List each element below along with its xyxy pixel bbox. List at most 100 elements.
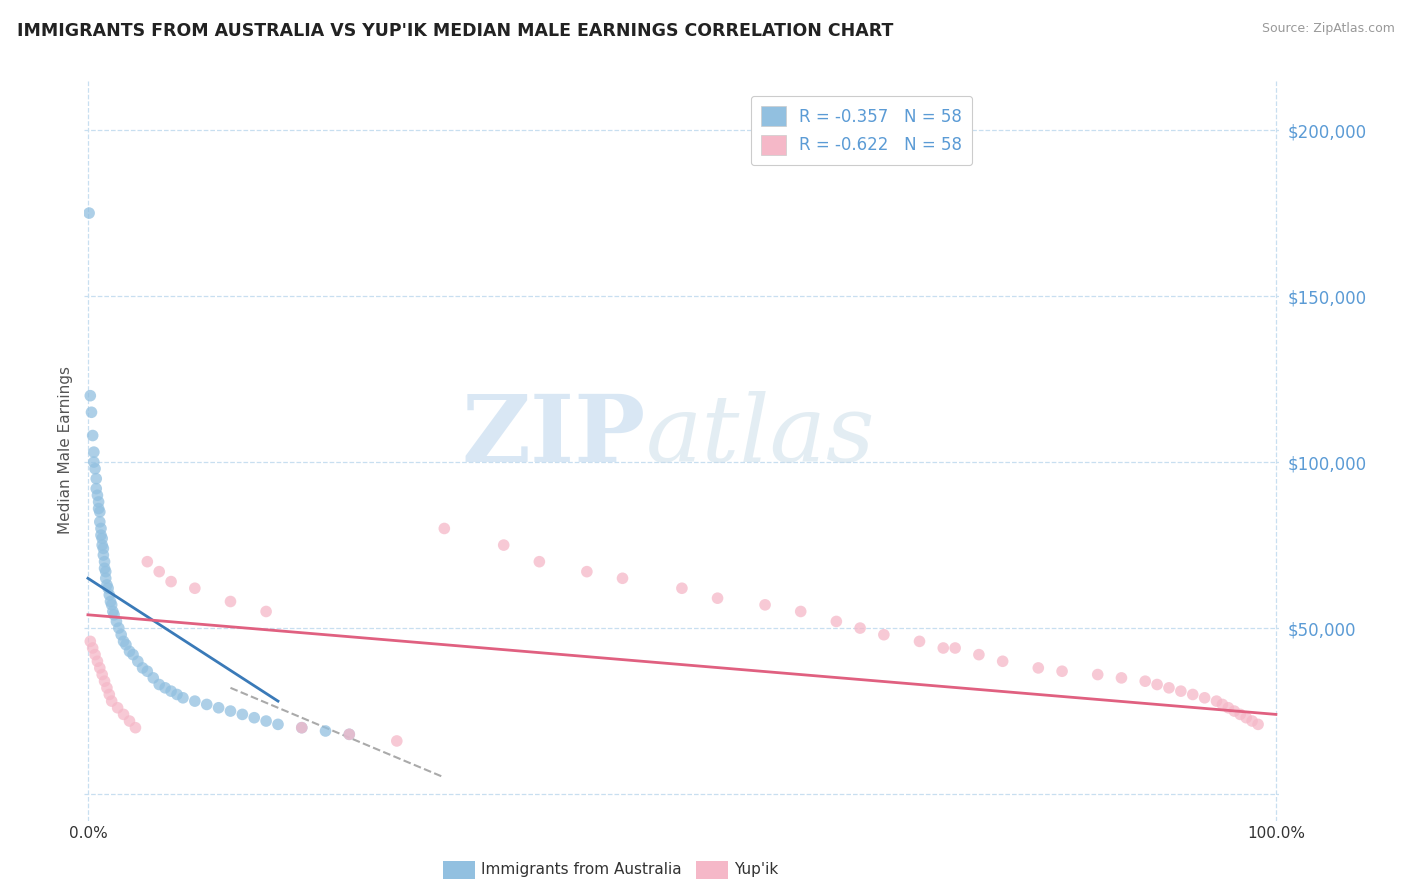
Point bbox=[86, 488, 108, 502]
Point bbox=[107, 700, 129, 714]
Point bbox=[83, 455, 105, 469]
Point bbox=[87, 501, 110, 516]
Point bbox=[93, 561, 115, 575]
Point bbox=[112, 634, 135, 648]
Point bbox=[148, 677, 170, 691]
Point bbox=[80, 405, 103, 419]
Point bbox=[1050, 665, 1073, 679]
Point bbox=[166, 688, 188, 702]
Point bbox=[84, 472, 107, 486]
Point bbox=[315, 724, 337, 739]
Point bbox=[83, 445, 105, 459]
Point bbox=[84, 461, 107, 475]
Point bbox=[148, 565, 170, 579]
Point bbox=[89, 661, 111, 675]
Point bbox=[219, 594, 242, 608]
Point bbox=[100, 594, 122, 608]
Point bbox=[1026, 661, 1049, 675]
Point bbox=[93, 555, 115, 569]
Point bbox=[291, 721, 314, 735]
Point bbox=[1205, 694, 1227, 708]
Point bbox=[1234, 711, 1257, 725]
Point bbox=[90, 528, 112, 542]
Point bbox=[131, 661, 153, 675]
Point bbox=[219, 704, 242, 718]
Point bbox=[1211, 698, 1233, 712]
Point bbox=[575, 565, 598, 579]
Point bbox=[94, 565, 117, 579]
Point bbox=[136, 665, 159, 679]
Point bbox=[105, 615, 128, 629]
Point bbox=[86, 654, 108, 668]
Point bbox=[93, 674, 115, 689]
Point bbox=[142, 671, 165, 685]
Point bbox=[153, 681, 176, 695]
Point bbox=[1170, 684, 1192, 698]
Point bbox=[94, 571, 117, 585]
Point bbox=[136, 555, 159, 569]
Point bbox=[100, 694, 122, 708]
Point bbox=[91, 667, 114, 681]
Point bbox=[195, 698, 218, 712]
Point bbox=[97, 581, 120, 595]
Point bbox=[108, 621, 131, 635]
Point bbox=[110, 628, 132, 642]
Point bbox=[492, 538, 515, 552]
Point bbox=[84, 648, 107, 662]
Point bbox=[96, 681, 118, 695]
Point bbox=[103, 607, 125, 622]
Text: Immigrants from Australia: Immigrants from Australia bbox=[481, 863, 682, 877]
Legend: R = -0.357   N = 58, R = -0.622   N = 58: R = -0.357 N = 58, R = -0.622 N = 58 bbox=[751, 96, 973, 165]
Point bbox=[231, 707, 253, 722]
Point bbox=[172, 690, 194, 705]
Point bbox=[89, 515, 111, 529]
Point bbox=[706, 591, 728, 606]
Point bbox=[100, 598, 122, 612]
Point bbox=[98, 588, 121, 602]
Point bbox=[849, 621, 872, 635]
Point bbox=[433, 521, 456, 535]
Point bbox=[267, 717, 290, 731]
Point bbox=[337, 727, 360, 741]
Point bbox=[1218, 700, 1240, 714]
Point bbox=[243, 711, 266, 725]
Point bbox=[908, 634, 931, 648]
Point bbox=[1146, 677, 1168, 691]
Point bbox=[160, 574, 183, 589]
Point bbox=[932, 640, 955, 655]
Point bbox=[789, 605, 811, 619]
Point bbox=[96, 578, 118, 592]
Point bbox=[160, 684, 183, 698]
Point bbox=[91, 538, 114, 552]
Point bbox=[118, 644, 141, 658]
Point bbox=[529, 555, 551, 569]
Point bbox=[1087, 667, 1109, 681]
Point bbox=[79, 389, 101, 403]
Point bbox=[82, 640, 104, 655]
Text: atlas: atlas bbox=[647, 391, 876, 481]
Point bbox=[207, 700, 229, 714]
Point bbox=[127, 654, 149, 668]
Point bbox=[84, 482, 107, 496]
Point bbox=[1194, 690, 1216, 705]
Point bbox=[184, 581, 207, 595]
Point bbox=[91, 532, 114, 546]
Text: Source: ZipAtlas.com: Source: ZipAtlas.com bbox=[1261, 22, 1395, 36]
Point bbox=[254, 714, 277, 728]
Point bbox=[1247, 717, 1270, 731]
Point bbox=[1223, 704, 1246, 718]
Point bbox=[77, 206, 100, 220]
Point bbox=[254, 605, 277, 619]
Text: IMMIGRANTS FROM AUSTRALIA VS YUP'IK MEDIAN MALE EARNINGS CORRELATION CHART: IMMIGRANTS FROM AUSTRALIA VS YUP'IK MEDI… bbox=[17, 22, 893, 40]
Point bbox=[291, 721, 314, 735]
Point bbox=[89, 505, 111, 519]
Point bbox=[873, 628, 896, 642]
Point bbox=[122, 648, 145, 662]
Point bbox=[825, 615, 848, 629]
Point bbox=[112, 707, 135, 722]
Point bbox=[124, 721, 146, 735]
Point bbox=[101, 605, 124, 619]
Text: Yup'ik: Yup'ik bbox=[734, 863, 778, 877]
Point bbox=[93, 548, 115, 562]
Point bbox=[82, 428, 104, 442]
